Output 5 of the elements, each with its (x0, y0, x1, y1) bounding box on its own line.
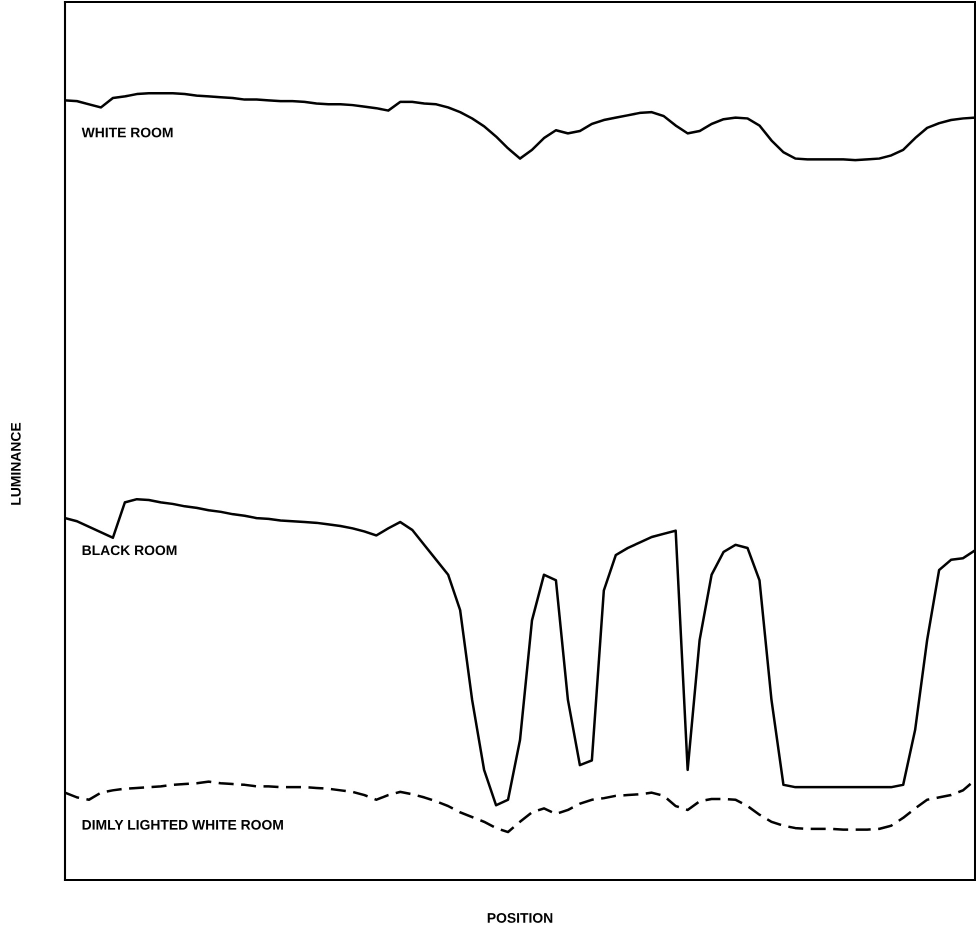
series-label: BLACK ROOM (82, 545, 176, 556)
series-label: DIMLY LIGHTED WHITE ROOM (82, 820, 283, 830)
x-axis-title: POSITION (488, 913, 552, 923)
series-label: WHITE ROOM (82, 128, 173, 138)
y-axis-title: LUMINANCE (10, 422, 21, 505)
